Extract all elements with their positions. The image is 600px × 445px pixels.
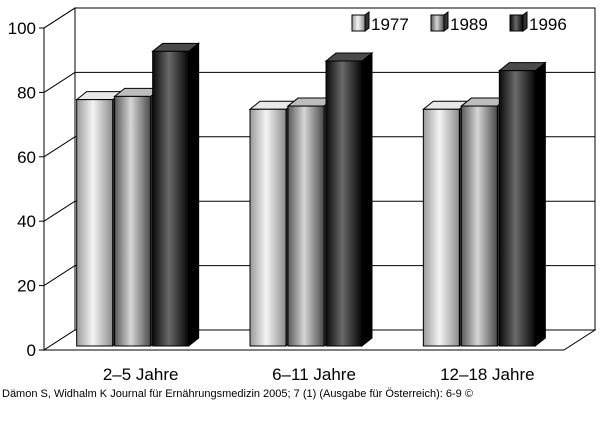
legend-label: 1996 bbox=[529, 15, 567, 34]
y-tick-label: 0 bbox=[27, 341, 36, 360]
bar-side bbox=[361, 51, 373, 348]
x-tick-label: 6–11 Jahre bbox=[272, 365, 356, 384]
bar-front bbox=[249, 108, 287, 347]
y-tick-label: 100 bbox=[8, 19, 36, 38]
bar-chart: 0 20 40 60 80 100 2–5 Jahre 6–11 Jahre 12–18 Ja… bbox=[8, 7, 597, 384]
bar-12–18 Jahre-1996 bbox=[497, 61, 547, 348]
x-axis: 2–5 Jahre 6–11 Jahre 12–18 Jahre bbox=[103, 365, 535, 384]
side-wall bbox=[43, 7, 76, 351]
y-tick-label: 20 bbox=[17, 277, 36, 296]
legend-swatch bbox=[509, 14, 524, 32]
bar-front bbox=[460, 105, 498, 347]
bar-front bbox=[152, 50, 190, 347]
bar-side bbox=[188, 42, 200, 348]
source-caption: Dämon S, Widhalm K Journal für Ernährung… bbox=[2, 388, 473, 400]
legend-label: 1989 bbox=[450, 15, 488, 34]
legend-item-1989: 1989 bbox=[430, 11, 488, 34]
bar-6–11 Jahre-1996 bbox=[324, 51, 374, 348]
legend-swatch-side bbox=[364, 11, 370, 32]
bar-side bbox=[534, 61, 546, 348]
bar-2–5 Jahre-1996 bbox=[151, 42, 201, 348]
bar-front bbox=[114, 95, 152, 347]
gridline-side bbox=[43, 265, 76, 287]
legend-label: 1977 bbox=[371, 15, 409, 34]
legend-swatch-side bbox=[522, 11, 528, 32]
bar-front bbox=[325, 60, 363, 347]
x-tick-label: 12–18 Jahre bbox=[440, 365, 535, 384]
x-tick-label: 2–5 Jahre bbox=[103, 365, 179, 384]
legend: 1977 1989 1996 bbox=[351, 11, 567, 34]
y-tick-label: 40 bbox=[17, 212, 36, 231]
gridline-side bbox=[43, 7, 76, 29]
legend-swatch bbox=[430, 14, 445, 32]
gridline-side bbox=[43, 71, 76, 93]
gridline-side bbox=[43, 200, 76, 222]
legend-swatch bbox=[351, 14, 366, 32]
y-tick-label: 60 bbox=[17, 148, 36, 167]
bar-front bbox=[422, 108, 460, 347]
legend-item-1996: 1996 bbox=[509, 11, 567, 34]
y-tick-label: 80 bbox=[17, 83, 36, 102]
bars bbox=[75, 42, 547, 348]
legend-swatch-side bbox=[443, 11, 449, 32]
bar-front bbox=[287, 105, 325, 347]
legend-item-1977: 1977 bbox=[351, 11, 409, 34]
gridline-side bbox=[43, 136, 76, 158]
bar-front bbox=[76, 99, 114, 347]
bar-front bbox=[498, 70, 536, 347]
